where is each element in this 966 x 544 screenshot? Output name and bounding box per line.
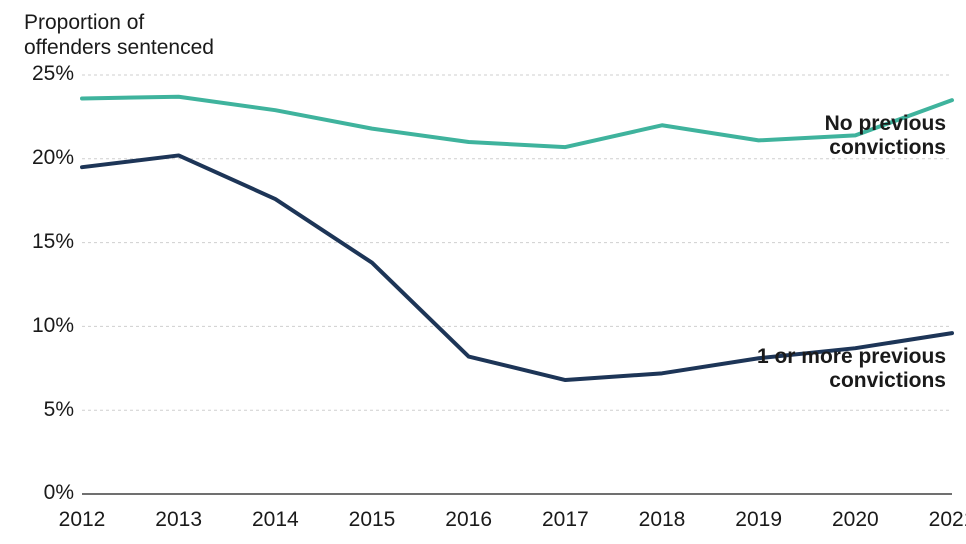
x-tick-label: 2013 bbox=[151, 508, 207, 532]
x-tick-label: 2019 bbox=[731, 508, 787, 532]
y-tick-label: 25% bbox=[32, 62, 74, 86]
y-tick-label: 15% bbox=[32, 230, 74, 254]
offenders-sentenced-line-chart: Proportion of offenders sentenced 0%5%10… bbox=[0, 0, 966, 544]
x-tick-label: 2015 bbox=[344, 508, 400, 532]
y-tick-label: 10% bbox=[32, 314, 74, 338]
x-tick-label: 2017 bbox=[537, 508, 593, 532]
y-tick-label: 20% bbox=[32, 146, 74, 170]
y-tick-label: 0% bbox=[44, 481, 74, 505]
x-tick-label: 2014 bbox=[247, 508, 303, 532]
y-tick-label: 5% bbox=[44, 398, 74, 422]
x-tick-label: 2016 bbox=[441, 508, 497, 532]
series-label-no_prev: No previous convictions bbox=[825, 112, 946, 160]
x-tick-label: 2020 bbox=[827, 508, 883, 532]
series-label-one_plus_prev: 1 or more previous convictions bbox=[757, 345, 946, 393]
series-no_prev bbox=[82, 97, 952, 147]
chart-plot-area bbox=[0, 0, 966, 544]
x-tick-label: 2018 bbox=[634, 508, 690, 532]
x-tick-label: 2021 bbox=[924, 508, 966, 532]
x-tick-label: 2012 bbox=[54, 508, 110, 532]
